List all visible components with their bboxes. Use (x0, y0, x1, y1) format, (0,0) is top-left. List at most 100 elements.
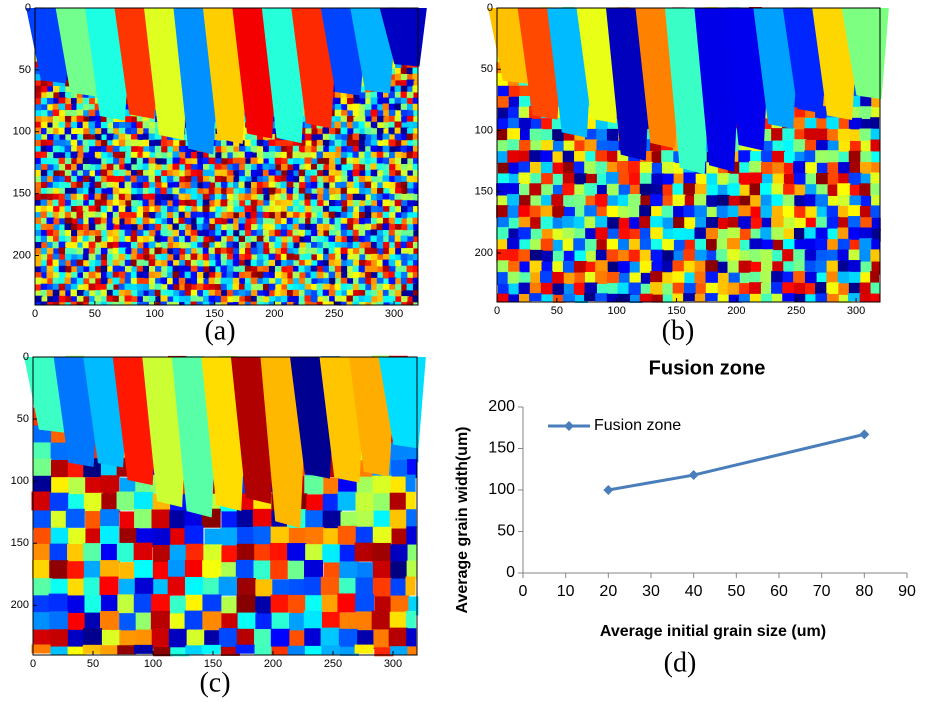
y-tick-label: 50 (19, 64, 31, 76)
grain (749, 282, 762, 295)
grain (662, 239, 675, 252)
grain (771, 194, 784, 207)
y-tick-label: 200 (475, 247, 493, 259)
grain (662, 206, 675, 219)
grain (804, 128, 817, 141)
grain (595, 271, 608, 284)
grain (100, 577, 119, 596)
grain (355, 645, 374, 654)
grain-map (488, 7, 889, 303)
y-tick-label: 100 (11, 475, 29, 487)
grain (186, 544, 205, 563)
x-tick-label: 300 (385, 308, 403, 320)
panel-caption: (c) (199, 667, 230, 698)
grain (628, 161, 641, 174)
grain (518, 249, 531, 262)
grain (406, 475, 416, 494)
grain (661, 150, 674, 163)
grain (33, 459, 52, 478)
grain (220, 527, 239, 546)
y-tick-label: 0 (25, 2, 31, 14)
grain (541, 294, 554, 302)
x-tick-label: 100 (608, 305, 626, 317)
y-tick-label: 50 (17, 413, 29, 425)
grain (202, 611, 221, 630)
grain (117, 645, 136, 654)
grain (563, 261, 576, 274)
grain (518, 227, 531, 240)
grain (288, 646, 307, 655)
grain (373, 578, 392, 597)
grain (552, 272, 565, 285)
x-tick-label: 50 (89, 308, 101, 320)
grain (304, 628, 323, 647)
grain (815, 238, 828, 251)
grain (793, 271, 806, 284)
grain (373, 561, 392, 580)
x-tick-label: 200 (265, 308, 283, 320)
grain (771, 282, 784, 295)
grain (356, 578, 375, 597)
grain (49, 560, 68, 579)
x-tick-label: 300 (384, 658, 402, 670)
grain (84, 493, 103, 512)
grain (117, 594, 136, 613)
grain (518, 205, 531, 218)
grain-map (26, 7, 427, 305)
grain (541, 283, 554, 296)
grain (134, 594, 153, 613)
y-tick-label: 150 (475, 186, 493, 198)
y-tick-label: 100 (488, 481, 515, 498)
grain (507, 128, 520, 141)
grain (529, 183, 542, 196)
grain (859, 238, 872, 251)
grain (815, 293, 828, 301)
grain (134, 509, 153, 528)
x-tick-label: 30 (642, 583, 660, 600)
grain (849, 151, 862, 164)
grain (838, 272, 851, 285)
grain (271, 629, 290, 648)
grain (237, 595, 256, 614)
grain (793, 139, 806, 152)
grain (270, 543, 289, 562)
grain (100, 509, 119, 528)
grain-map (24, 356, 426, 657)
grain (288, 561, 307, 580)
grain (321, 645, 340, 654)
grain (816, 129, 829, 142)
grain (134, 492, 153, 511)
grain (749, 161, 762, 174)
grain (169, 629, 188, 648)
x-tick-label: 10 (557, 583, 575, 600)
y-tick-label: 50 (481, 63, 493, 75)
grain (541, 206, 554, 219)
grain (355, 594, 374, 613)
grain (134, 645, 153, 654)
grain (304, 611, 323, 630)
grain (202, 560, 221, 579)
x-tick-label: 300 (847, 305, 865, 317)
grain (507, 249, 520, 262)
grain (827, 206, 840, 219)
grain (595, 216, 608, 229)
grain (338, 526, 357, 545)
grain (119, 613, 138, 632)
y-axis-label: Average grain width(um) (454, 427, 471, 614)
grain (236, 560, 255, 579)
grain (152, 629, 171, 648)
grain (541, 162, 554, 175)
x-tick-label: 250 (787, 305, 805, 317)
grain (607, 129, 620, 142)
grain (272, 647, 291, 656)
grain (529, 150, 542, 163)
grain (672, 271, 685, 284)
grain (760, 249, 773, 262)
grain (618, 294, 631, 302)
grain (185, 560, 204, 579)
grain (100, 475, 119, 494)
grain (321, 628, 340, 647)
grain (406, 628, 416, 647)
grain (168, 560, 187, 579)
grain (826, 150, 839, 163)
